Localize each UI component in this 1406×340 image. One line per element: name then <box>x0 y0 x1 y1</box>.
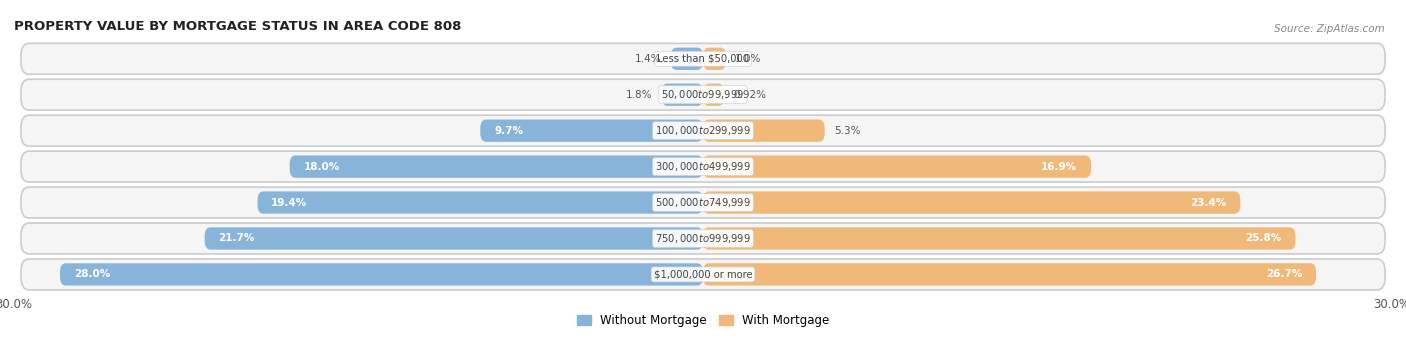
FancyBboxPatch shape <box>60 263 703 286</box>
FancyBboxPatch shape <box>21 151 1385 182</box>
FancyBboxPatch shape <box>662 84 703 106</box>
FancyBboxPatch shape <box>21 43 1385 74</box>
Text: PROPERTY VALUE BY MORTGAGE STATUS IN AREA CODE 808: PROPERTY VALUE BY MORTGAGE STATUS IN ARE… <box>14 20 461 33</box>
Text: 1.4%: 1.4% <box>636 54 662 64</box>
Text: $100,000 to $299,999: $100,000 to $299,999 <box>655 124 751 137</box>
Text: $50,000 to $99,999: $50,000 to $99,999 <box>661 88 745 101</box>
FancyBboxPatch shape <box>671 48 703 70</box>
Text: 21.7%: 21.7% <box>218 234 254 243</box>
Text: 0.92%: 0.92% <box>734 90 766 100</box>
Text: 9.7%: 9.7% <box>494 126 523 136</box>
Legend: Without Mortgage, With Mortgage: Without Mortgage, With Mortgage <box>572 309 834 332</box>
FancyBboxPatch shape <box>21 187 1385 218</box>
FancyBboxPatch shape <box>21 79 1385 110</box>
FancyBboxPatch shape <box>205 227 703 250</box>
Text: 23.4%: 23.4% <box>1191 198 1226 207</box>
FancyBboxPatch shape <box>703 263 1316 286</box>
Text: 26.7%: 26.7% <box>1265 269 1302 279</box>
FancyBboxPatch shape <box>481 120 703 142</box>
Text: 25.8%: 25.8% <box>1246 234 1282 243</box>
Text: 1.0%: 1.0% <box>735 54 762 64</box>
Text: 16.9%: 16.9% <box>1042 162 1077 172</box>
Text: 28.0%: 28.0% <box>73 269 110 279</box>
FancyBboxPatch shape <box>21 259 1385 290</box>
FancyBboxPatch shape <box>703 120 825 142</box>
FancyBboxPatch shape <box>703 48 725 70</box>
Text: $750,000 to $999,999: $750,000 to $999,999 <box>655 232 751 245</box>
FancyBboxPatch shape <box>257 191 703 214</box>
Text: 18.0%: 18.0% <box>304 162 340 172</box>
FancyBboxPatch shape <box>21 223 1385 254</box>
FancyBboxPatch shape <box>703 84 724 106</box>
Text: $500,000 to $749,999: $500,000 to $749,999 <box>655 196 751 209</box>
FancyBboxPatch shape <box>703 227 1295 250</box>
Text: 5.3%: 5.3% <box>834 126 860 136</box>
FancyBboxPatch shape <box>703 155 1091 178</box>
Text: $300,000 to $499,999: $300,000 to $499,999 <box>655 160 751 173</box>
FancyBboxPatch shape <box>290 155 703 178</box>
Text: 19.4%: 19.4% <box>271 198 308 207</box>
Text: $1,000,000 or more: $1,000,000 or more <box>654 269 752 279</box>
Text: Less than $50,000: Less than $50,000 <box>657 54 749 64</box>
FancyBboxPatch shape <box>21 115 1385 146</box>
Text: 1.8%: 1.8% <box>626 90 652 100</box>
Text: Source: ZipAtlas.com: Source: ZipAtlas.com <box>1274 24 1385 34</box>
FancyBboxPatch shape <box>703 191 1240 214</box>
